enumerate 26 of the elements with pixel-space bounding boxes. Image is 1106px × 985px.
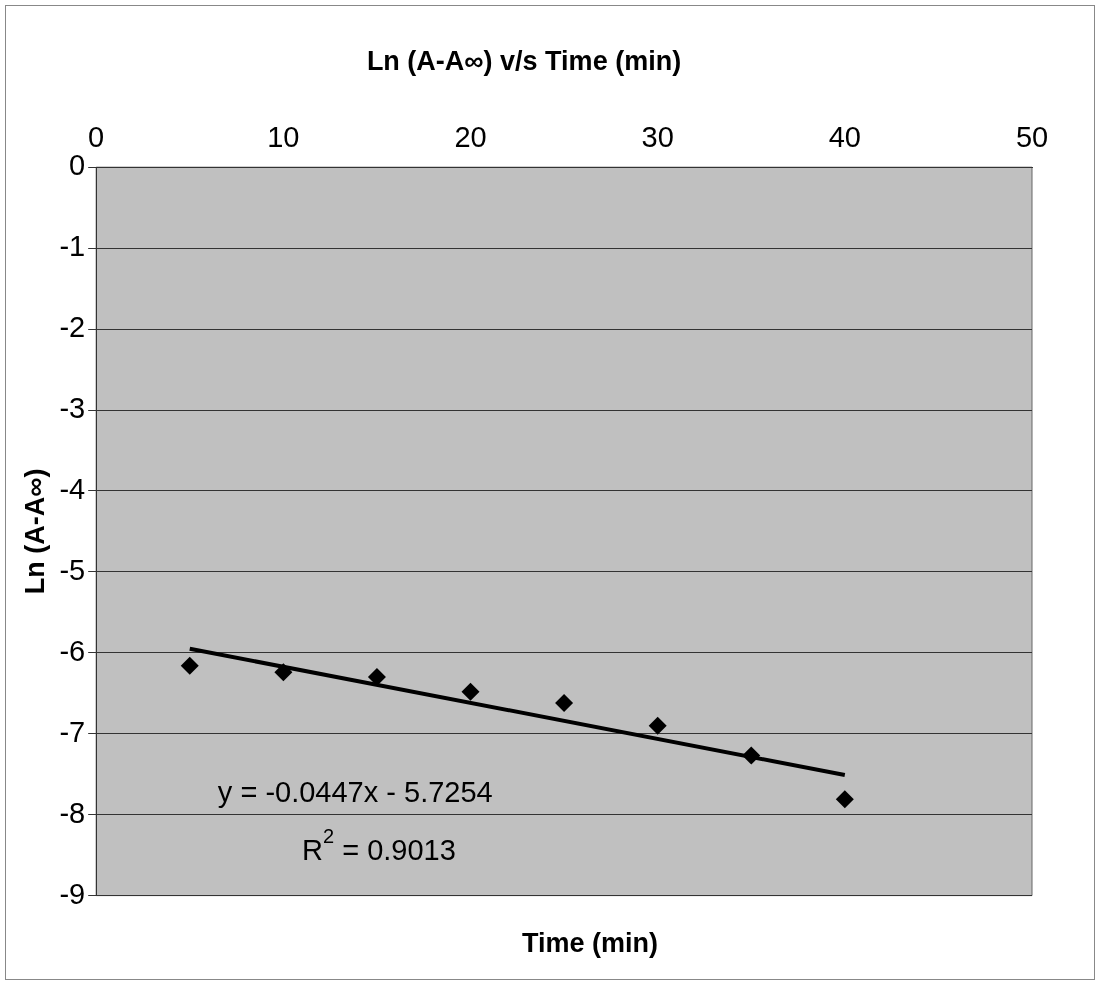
point [555,693,574,712]
point [742,746,761,765]
annotation: y = -0.0447x - 5.7254 [217,775,493,808]
y-tick-label: -3 [59,392,86,424]
y-tick-label: -6 [59,634,86,667]
x-tick-label: 40 [828,120,861,153]
y-tick-label: -2 [59,311,86,344]
point [835,790,854,809]
point [274,663,293,682]
point [180,656,199,675]
y-tick-label: -4 [59,472,86,505]
y-tick-label: -5 [59,553,86,586]
chart-title: Ln (A-A∞) v/s Time (min) [366,45,682,76]
x-axis-title: Time (min) [521,928,659,959]
x-tick-label: 10 [267,120,300,153]
x-tick-label: 30 [641,120,674,153]
y-tick-label: 0 [69,149,86,182]
y-axis-title: Ln (A-A∞) [19,468,50,595]
y-tick-label: -1 [59,230,86,263]
x-tick-label: 50 [1015,120,1049,153]
y-tick-label: -9 [59,877,86,910]
y-tick-label: -7 [59,715,86,748]
point [461,682,480,701]
point [648,716,667,735]
y-tick-label: -8 [59,796,86,829]
x-tick-label: 20 [454,120,487,153]
